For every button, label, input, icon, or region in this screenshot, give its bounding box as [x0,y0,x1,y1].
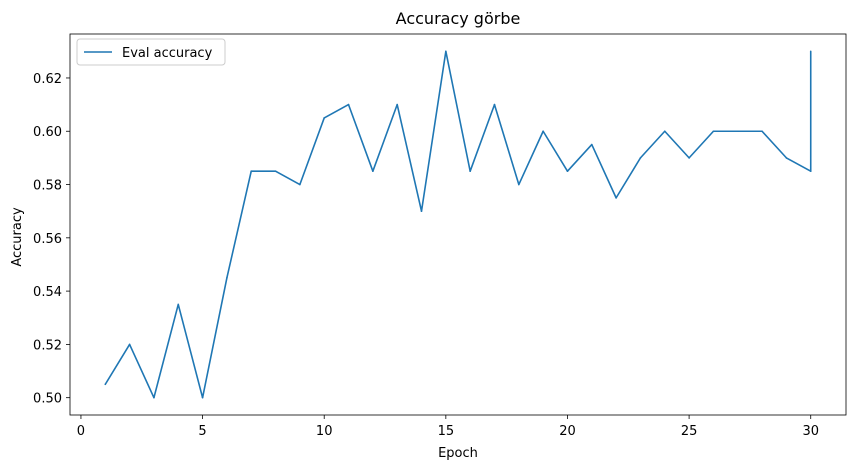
data-point [688,157,690,159]
data-point [274,170,277,173]
x-axis: 0 5 10 15 20 25 30 [77,415,819,439]
data-point [201,396,204,399]
data-point [518,183,520,186]
data-point [372,170,374,173]
y-tick-label: 0.56 [33,232,62,247]
x-tick-label: 20 [559,424,576,439]
y-tick-label: 0.50 [33,392,62,407]
x-axis-label: Epoch [438,446,478,461]
data-point [809,170,812,173]
data-point [323,117,326,119]
data-point [785,157,788,159]
y-axis-label: Accuracy [10,207,25,267]
data-point [809,50,812,53]
data-point [299,183,301,186]
data-point [590,143,593,146]
plot-frame [69,33,847,416]
legend-box [76,38,226,66]
data-point [226,276,228,279]
data-point [736,130,739,133]
data-point [542,130,544,133]
legend-label: Eval accuracy [122,46,213,61]
x-tick-label: 30 [802,424,819,439]
data-point [469,170,471,173]
data-point [177,303,180,306]
data-point [663,130,666,133]
legend: Eval accuracy [76,38,226,66]
x-tick-label: 0 [77,424,85,439]
y-tick-label: 0.54 [33,285,62,300]
data-point [761,130,763,133]
y-tick-label: 0.52 [33,338,62,353]
data-point [347,103,350,106]
data-point [615,197,617,199]
data-point [128,343,131,346]
data-point [396,103,398,106]
data-point [566,170,569,173]
x-tick-label: 5 [198,424,206,439]
data-point [153,396,155,399]
y-tick-label: 0.62 [33,72,62,87]
chart-title: Accuracy görbe [396,9,521,28]
data-point [420,210,423,212]
data-point [104,383,107,386]
x-tick-label: 10 [316,424,333,439]
y-axis: 0.50 0.52 0.54 0.56 0.58 0.60 0.62 [33,72,70,407]
data-point [445,50,447,53]
y-tick-label: 0.60 [33,125,62,140]
series-layer [104,50,812,399]
y-tick-label: 0.58 [33,179,62,194]
x-tick-label: 25 [681,424,698,439]
x-tick-label: 15 [438,424,455,439]
data-point [250,170,253,173]
plot-area [69,33,847,416]
data-point [493,103,496,106]
data-point [639,157,642,159]
data-point [712,130,715,133]
